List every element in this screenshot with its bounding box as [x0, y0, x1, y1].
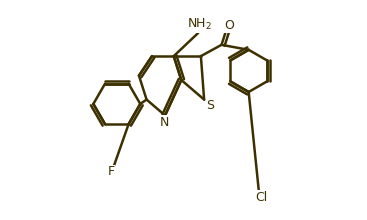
Text: O: O	[225, 19, 235, 32]
Text: Cl: Cl	[255, 191, 268, 204]
Text: F: F	[108, 165, 115, 178]
Text: S: S	[206, 99, 214, 112]
Text: N: N	[159, 116, 169, 129]
Text: NH$_2$: NH$_2$	[187, 17, 212, 32]
